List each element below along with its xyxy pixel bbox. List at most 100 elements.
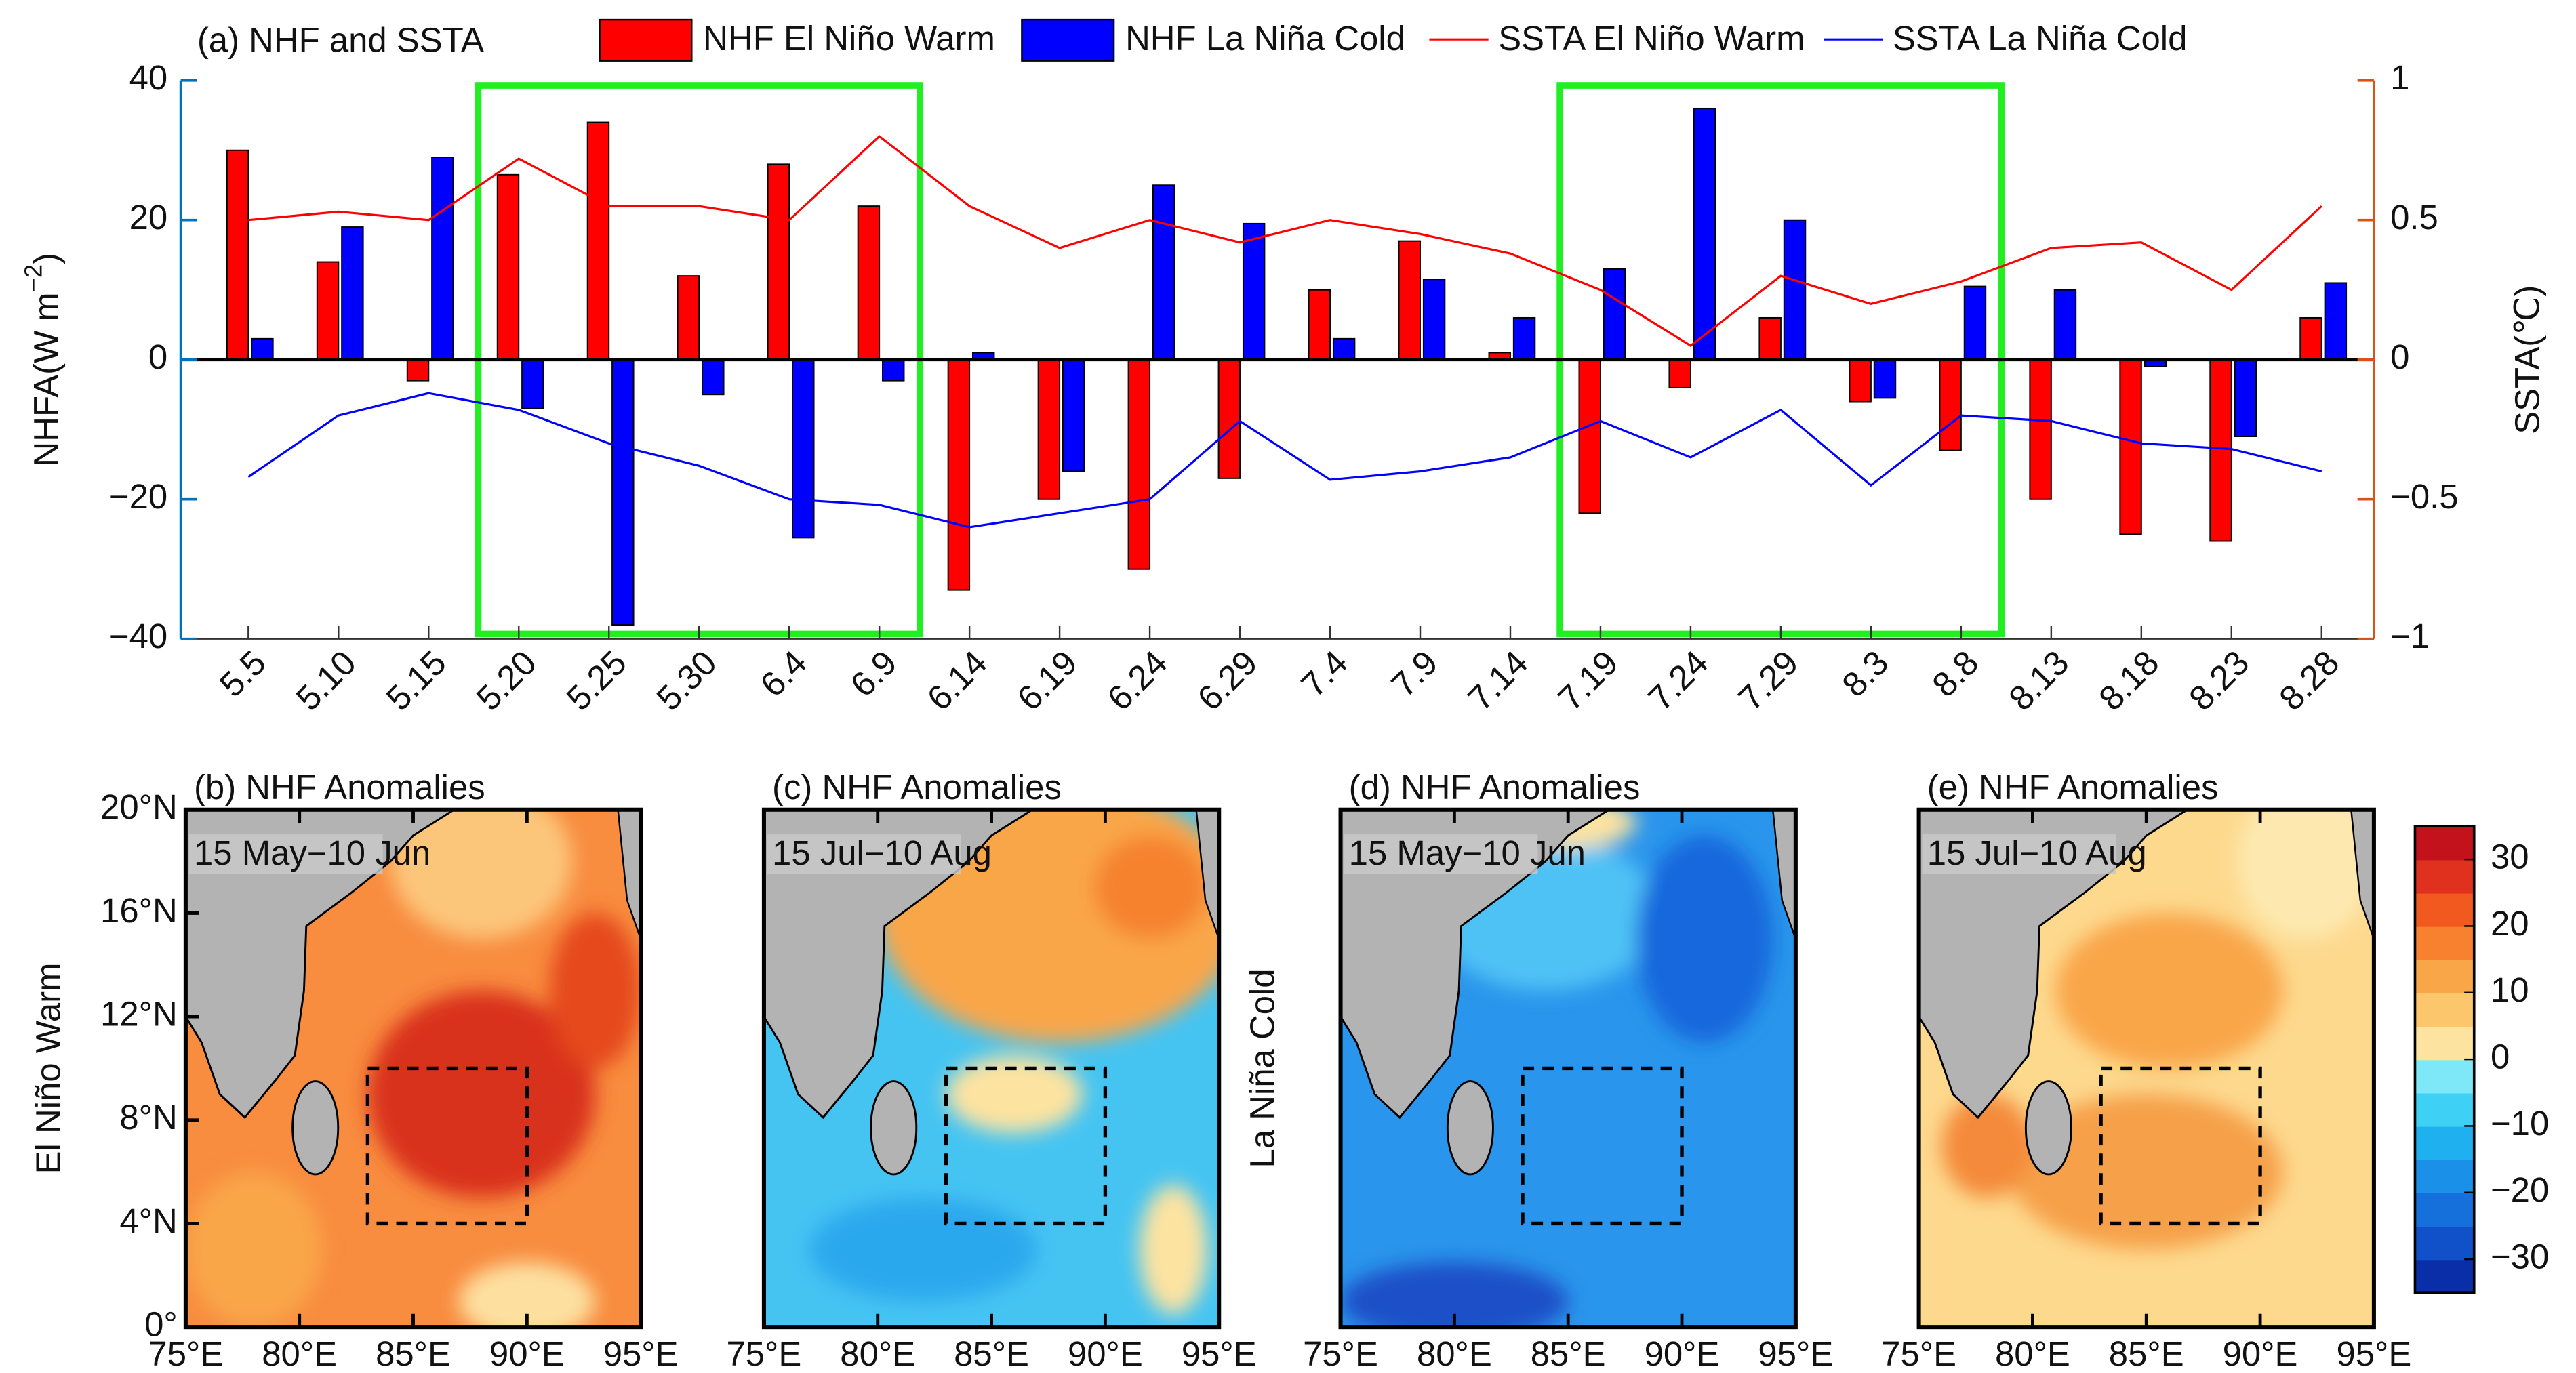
bar [2119, 358, 2142, 535]
bar [611, 358, 635, 626]
land [2024, 1080, 2072, 1176]
colorbar-tick-label: 0 [2491, 1038, 2510, 1076]
x-tick-label: 6.4 [753, 643, 814, 704]
x-tick-label: 75°E [1881, 1334, 1956, 1373]
bar [1308, 289, 1331, 361]
y2-axis-label: SSTA(℃) [2508, 285, 2547, 434]
map-date: 15 May−10 Jun [194, 834, 430, 872]
bar [2299, 316, 2322, 361]
colorbar-level [2415, 926, 2474, 960]
colorbar-level [2415, 1159, 2474, 1193]
legend-swatch [599, 18, 693, 62]
map-contours [809, 809, 1220, 1315]
contour-blob [1941, 1094, 2033, 1198]
land [1446, 1080, 1494, 1176]
bar [1783, 219, 1807, 361]
date-box [188, 834, 383, 874]
bar [316, 261, 340, 361]
bar [792, 358, 815, 539]
x-tick-label: 8.28 [2272, 643, 2346, 718]
bar [2234, 358, 2257, 437]
x-tick-label: 6.9 [843, 643, 904, 704]
map-title: (c) NHF Anomalies [772, 768, 1062, 806]
colorbar-tick-label: 30 [2491, 838, 2529, 876]
bar [767, 163, 790, 361]
y-tick-label: 8°N [119, 1098, 177, 1136]
row-label: La Niña Cold [1243, 968, 1282, 1168]
legend-swatch [1021, 18, 1115, 62]
x-tick-label: 6.24 [1100, 643, 1174, 718]
bar [2209, 358, 2232, 542]
row-label: El Niño Warm [29, 963, 68, 1174]
x-tick-label: 95°E [603, 1334, 679, 1373]
study-box [944, 1066, 1108, 1226]
x-tick-label: 5.10 [289, 643, 363, 718]
bar [702, 358, 725, 396]
contour-blob [1093, 835, 1208, 939]
x-tick-label: 8.13 [2001, 643, 2076, 718]
y-axis-label: NHFA(W m−2) [20, 253, 66, 467]
y2-tick-label: −1 [2390, 617, 2430, 655]
x-tick-label: 90°E [2223, 1334, 2298, 1373]
x-tick-label: 90°E [1068, 1334, 1143, 1373]
map-title: (d) NHF Anomalies [1349, 768, 1641, 806]
colorbar-level [2415, 1192, 2474, 1227]
bar [882, 358, 905, 382]
y2-tick-label: 0 [2390, 337, 2409, 376]
x-tick-label: 90°E [489, 1334, 565, 1373]
x-tick-label: 7.29 [1731, 643, 1805, 718]
x-tick-label: 75°E [1303, 1334, 1378, 1373]
x-tick-label: 80°E [262, 1334, 337, 1373]
bar [2053, 289, 2077, 361]
bar [857, 205, 881, 361]
land [1772, 809, 1796, 940]
map-title: (b) NHF Anomalies [194, 768, 485, 806]
x-tick-label: 5.20 [469, 643, 544, 718]
x-tick-label: 7.9 [1384, 643, 1445, 704]
colorbar-level [2415, 992, 2474, 1027]
x-tick-label: 80°E [840, 1334, 915, 1373]
x-tick-label: 75°E [726, 1334, 801, 1373]
bar [1939, 358, 1962, 451]
land [1195, 809, 1220, 940]
bar [431, 157, 454, 361]
land [763, 809, 1034, 1120]
bar [406, 358, 430, 382]
y-tick-label: −40 [109, 617, 167, 655]
y2-tick-label: 0.5 [2390, 198, 2438, 237]
bar [1037, 358, 1061, 500]
contour-blob [367, 990, 596, 1198]
y2-tick-label: 1 [2390, 58, 2409, 97]
contour-blob [1636, 835, 1773, 1043]
contour-blob [809, 1197, 1037, 1301]
colorbar-tick-label: 10 [2491, 970, 2529, 1009]
y-tick-label: 4°N [119, 1202, 177, 1240]
contour-blob [1139, 1185, 1208, 1315]
date-box [767, 834, 961, 874]
bar [1873, 358, 1897, 399]
y-tick-label: 16°N [100, 891, 178, 930]
y2-tick-label: −0.5 [2390, 477, 2458, 516]
y-axis-label-part: ) [27, 253, 66, 264]
contour-blob [390, 809, 573, 939]
land [185, 809, 456, 1120]
x-tick-label: 80°E [1995, 1334, 2070, 1373]
bar [1062, 358, 1085, 472]
map-title: (e) NHF Anomalies [1927, 768, 2219, 806]
colorbar-tick-label: 20 [2491, 904, 2529, 943]
y-axis-label-part: NHFA(W m [27, 292, 66, 466]
bar [1127, 358, 1151, 570]
x-tick-label: 6.19 [1009, 643, 1084, 718]
colorbar-level [2415, 825, 2474, 861]
bar [1217, 358, 1241, 479]
bar [1422, 279, 1446, 361]
bar [1668, 358, 1691, 388]
x-tick-label: 7.4 [1293, 643, 1354, 704]
bar [2029, 358, 2052, 500]
colorbar-tick-label: −30 [2491, 1237, 2549, 1276]
colorbar-level [2415, 859, 2474, 894]
colorbar-level [2415, 1126, 2474, 1160]
colorbar-level [2415, 1259, 2474, 1294]
land [870, 1080, 918, 1176]
